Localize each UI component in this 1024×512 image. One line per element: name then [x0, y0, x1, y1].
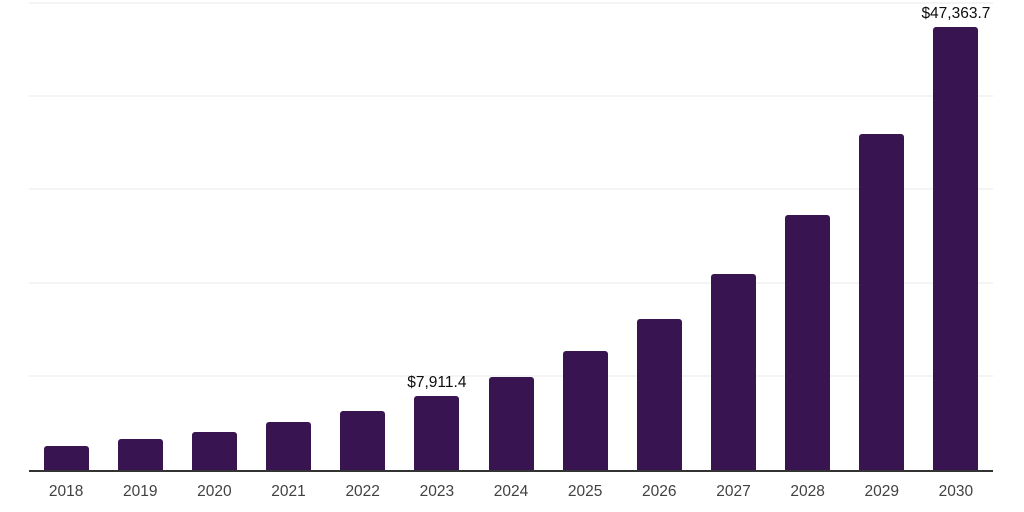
- x-tick-2020: 2020: [197, 483, 232, 500]
- data-label-2023: $7,911.4: [407, 374, 467, 392]
- bar-2024: [488, 377, 534, 470]
- bar-2029: [859, 133, 905, 470]
- bar-2020: [191, 431, 237, 470]
- gridline-10000: [29, 375, 993, 378]
- bar-2019: [117, 438, 163, 470]
- gridline-50000: [29, 2, 993, 4]
- bar-2030: [933, 26, 979, 470]
- x-tick-2027: 2027: [716, 483, 751, 500]
- gridline-40000: [29, 94, 993, 97]
- x-tick-2022: 2022: [345, 483, 380, 500]
- gridline-20000: [29, 281, 993, 284]
- bar-2028: [785, 214, 831, 470]
- x-tick-2024: 2024: [493, 483, 529, 500]
- data-label-2030: $47,363.7: [921, 5, 991, 23]
- bar-2021: [266, 422, 312, 470]
- bar-2018: [43, 445, 89, 470]
- bar-2022: [340, 410, 386, 470]
- bar-2023: [414, 395, 460, 470]
- x-axis-line: [29, 470, 993, 472]
- x-tick-2026: 2026: [642, 483, 677, 500]
- bar-2025: [562, 351, 608, 470]
- x-tick-2029: 2029: [864, 483, 899, 500]
- gridline-30000: [29, 188, 993, 191]
- bar-2026: [636, 319, 682, 470]
- bar-2027: [710, 273, 756, 470]
- x-tick-2025: 2025: [567, 483, 603, 500]
- x-tick-2019: 2019: [122, 483, 158, 500]
- x-tick-2023: 2023: [419, 483, 455, 500]
- x-tick-2018: 2018: [48, 483, 84, 500]
- plot-area: $7,911.4 $47,363.7: [29, 2, 993, 470]
- x-tick-2021: 2021: [271, 483, 306, 500]
- x-tick-2028: 2028: [790, 483, 825, 500]
- x-tick-2030: 2030: [938, 483, 974, 500]
